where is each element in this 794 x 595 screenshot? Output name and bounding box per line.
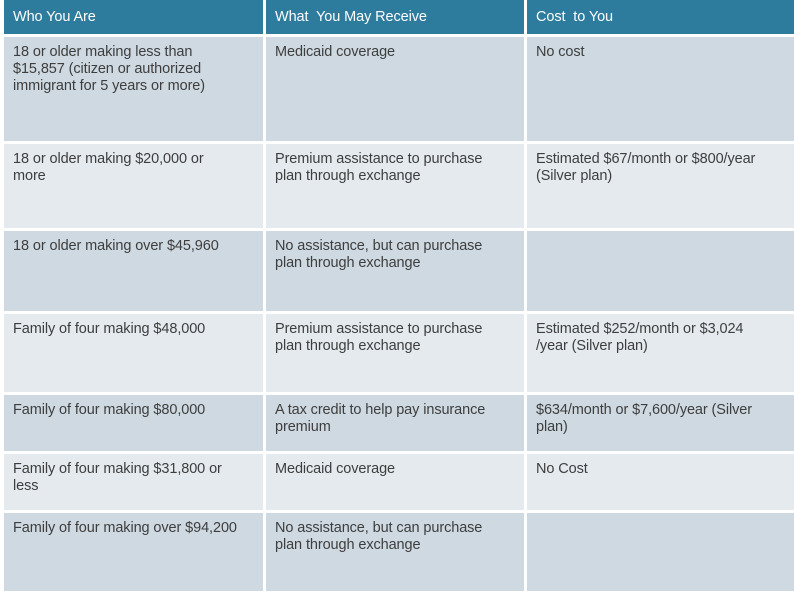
cell-row2-cost: Estimated $67/month or $800/year (Silver…: [527, 144, 794, 228]
column-header-cost-to-you: Cost to You: [527, 0, 794, 34]
cell-row2-receive: Premium assistance to purchase plan thro…: [266, 144, 524, 228]
cell-row1-who: 18 or older making less than $15,857 (ci…: [4, 37, 263, 141]
cell-row6-who: Family of four making $31,800 or less: [4, 454, 263, 510]
cell-row4-receive: Premium assistance to purchase plan thro…: [266, 314, 524, 392]
cell-row4-cost: Estimated $252/month or $3,024 /year (Si…: [527, 314, 794, 392]
cell-row5-cost: $634/month or $7,600/year (Silver plan): [527, 395, 794, 451]
cell-row1-receive: Medicaid coverage: [266, 37, 524, 141]
cell-row7-receive: No assistance, but can purchase plan thr…: [266, 513, 524, 591]
cell-row1-cost: No cost: [527, 37, 794, 141]
health-coverage-table: Who You Are What You May Receive Cost to…: [4, 0, 794, 591]
cell-row5-who: Family of four making $80,000: [4, 395, 263, 451]
cell-row6-receive: Medicaid coverage: [266, 454, 524, 510]
cell-row4-who: Family of four making $48,000: [4, 314, 263, 392]
cell-row3-cost: [527, 231, 794, 311]
cell-row7-cost: [527, 513, 794, 591]
column-header-what-you-may-receive: What You May Receive: [266, 0, 524, 34]
cell-row5-receive: A tax credit to help pay insurance premi…: [266, 395, 524, 451]
cell-row2-who: 18 or older making $20,000 or more: [4, 144, 263, 228]
cell-row6-cost: No Cost: [527, 454, 794, 510]
column-header-who-you-are: Who You Are: [4, 0, 263, 34]
cell-row7-who: Family of four making over $94,200: [4, 513, 263, 591]
cell-row3-who: 18 or older making over $45,960: [4, 231, 263, 311]
cell-row3-receive: No assistance, but can purchase plan thr…: [266, 231, 524, 311]
